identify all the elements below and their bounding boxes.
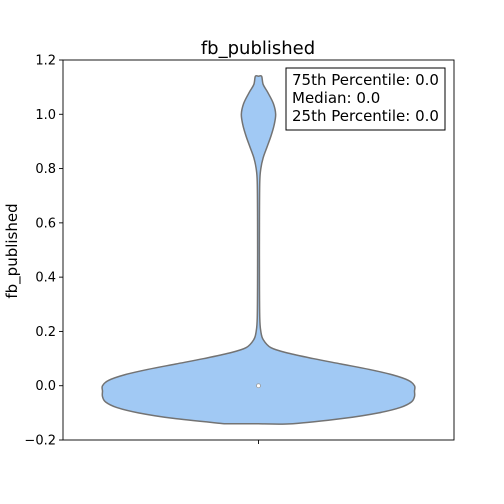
y-tick-label: 1.0 — [35, 108, 56, 123]
y-tick-label: 0.6 — [35, 216, 56, 231]
y-tick-label: −0.2 — [24, 434, 56, 449]
stats-annotation: 75th Percentile: 0.0 Median: 0.0 25th Pe… — [286, 68, 445, 130]
stats-line-75th: 75th Percentile: 0.0 — [292, 71, 439, 89]
y-axis: −0.2 0.0 0.2 0.4 0.6 0.8 1.0 1.2 — [24, 54, 63, 449]
chart-title: fb_published — [201, 38, 315, 59]
y-axis-label: fb_published — [3, 203, 22, 298]
median-marker — [257, 384, 261, 388]
stats-line-median: Median: 0.0 — [292, 89, 380, 107]
y-tick-label: 0.0 — [35, 379, 56, 394]
y-tick-label: 0.4 — [35, 271, 56, 286]
y-tick-label: 1.2 — [35, 54, 56, 69]
stats-line-25th: 25th Percentile: 0.0 — [292, 107, 439, 125]
y-tick-label: 0.2 — [35, 325, 56, 340]
y-tick-label: 0.8 — [35, 162, 56, 177]
